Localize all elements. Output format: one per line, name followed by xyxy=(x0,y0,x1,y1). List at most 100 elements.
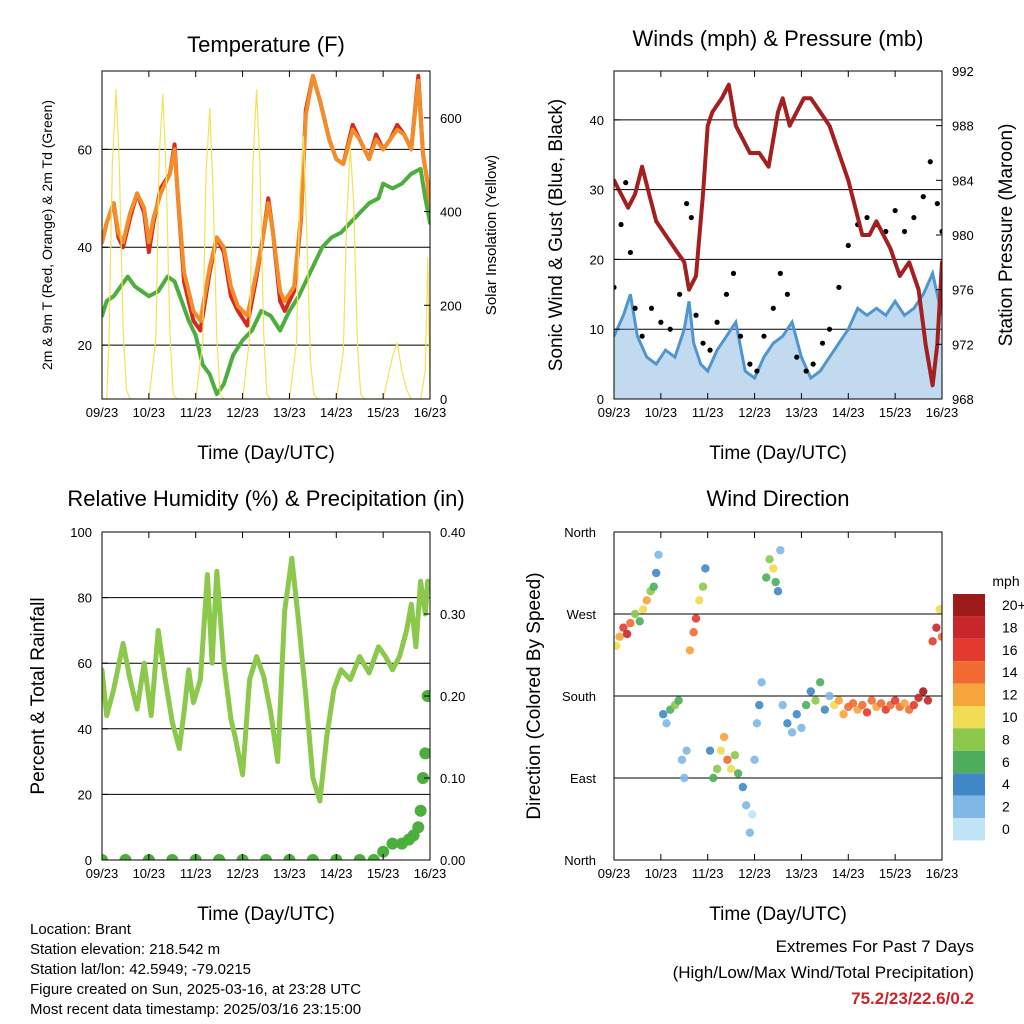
series-gust-point xyxy=(632,305,638,311)
direction-point xyxy=(689,628,698,637)
chart-title: Temperature (F) xyxy=(187,32,345,57)
series-precip-point xyxy=(377,845,390,858)
y-tick-label: 30 xyxy=(590,183,604,198)
legend-label: 2 xyxy=(1002,799,1010,815)
y-tick-label: 60 xyxy=(78,142,92,157)
y-tick-label: 0 xyxy=(597,392,604,407)
y-tick-label: 20 xyxy=(590,252,604,267)
x-tick-label: 09/23 xyxy=(86,866,119,881)
legend-label: 18 xyxy=(1002,619,1018,635)
plot-area xyxy=(102,73,430,399)
plot-frame xyxy=(101,70,431,400)
series-precip-point xyxy=(416,772,429,784)
legend-label: 8 xyxy=(1002,731,1010,747)
x-tick-label: 14/23 xyxy=(320,866,353,881)
x-tick-label: 13/23 xyxy=(273,405,306,420)
x-tick-label: 14/23 xyxy=(832,405,865,420)
legend-swatch xyxy=(953,795,985,818)
direction-point xyxy=(691,614,701,623)
direction-point xyxy=(787,728,797,737)
direction-point xyxy=(801,700,811,710)
y-right-tick-label: 992 xyxy=(952,64,974,79)
y-right-tick-label: 0.10 xyxy=(440,771,465,786)
y-right-tick-label: 400 xyxy=(440,205,462,220)
y-axis-label: Sonic Wind & Gust (Blue, Black) xyxy=(546,99,567,371)
x-tick-label: 09/23 xyxy=(86,405,119,420)
series-gust-point xyxy=(639,333,645,339)
legend-swatch xyxy=(953,683,985,706)
direction-point xyxy=(622,629,632,639)
plot-area xyxy=(614,546,942,837)
y-right-tick-label: 0.30 xyxy=(440,607,465,622)
direction-point xyxy=(680,773,689,783)
chart-title: Relative Humidity (%) & Precipitation (i… xyxy=(67,486,464,511)
direction-point xyxy=(811,696,820,705)
y-right-axis-label: Station Pressure (Maroon) xyxy=(996,124,1017,347)
direction-point xyxy=(834,696,844,705)
data-timestamp: Most recent data timestamp: 2025/03/16 2… xyxy=(30,1001,362,1018)
speed-legend: mph 20+ 18 16 14 12 10 8 6 4 2 0 xyxy=(953,573,1024,841)
y-right-tick-label: 0.00 xyxy=(440,853,465,868)
series-gust-point xyxy=(677,291,683,297)
y-right-axis-label: Solar Insolation (Yellow) xyxy=(483,155,500,315)
direction-point xyxy=(935,605,942,614)
station-elevation: Station elevation: 218.542 m xyxy=(30,941,221,958)
series-precip-point xyxy=(166,854,179,860)
y-tick-label: 60 xyxy=(78,656,92,671)
direction-point xyxy=(705,746,715,755)
series-gust-point xyxy=(688,214,694,221)
y-tick-label: North xyxy=(564,853,596,868)
panel-temperature: 09/23 10/23 11/23 12/23 13/23 14/23 15/23 16/23… xyxy=(39,32,500,464)
direction-point xyxy=(677,755,687,764)
series-wind-line xyxy=(614,268,942,381)
series-t9m-line xyxy=(102,73,430,323)
direction-point xyxy=(662,719,671,728)
x-tick-label: 11/23 xyxy=(180,405,212,420)
x-tick-label: 12/23 xyxy=(738,405,771,420)
x-tick-label: 16/23 xyxy=(414,866,447,881)
series-gust-point xyxy=(901,228,908,235)
y-tick-label: South xyxy=(562,689,596,704)
x-tick-label: 12/23 xyxy=(738,866,771,881)
direction-point xyxy=(776,546,785,555)
direction-point xyxy=(825,691,834,701)
extremes-title: Extremes For Past 7 Days xyxy=(775,937,974,956)
legend-swatch xyxy=(953,594,985,617)
x-tick-label: 09/23 xyxy=(598,405,631,420)
legend-label: 4 xyxy=(1002,776,1010,792)
x-tick-label: 10/23 xyxy=(133,866,166,881)
direction-point xyxy=(748,810,757,819)
direction-point xyxy=(716,746,726,755)
series-pressure-line xyxy=(614,82,942,388)
y-axis-label: Percent & Total Rainfall xyxy=(28,597,49,794)
series-gust-point xyxy=(754,368,760,374)
direction-point xyxy=(649,582,659,591)
series-gust-point xyxy=(770,305,776,311)
direction-point xyxy=(614,641,621,651)
direction-point xyxy=(797,723,806,733)
direction-point xyxy=(769,564,778,573)
direction-point xyxy=(638,605,648,614)
series-solar-line xyxy=(102,89,430,399)
direction-point xyxy=(654,550,663,559)
legend-swatch xyxy=(953,706,985,729)
series-gust-point xyxy=(618,221,624,228)
direction-point xyxy=(698,582,708,591)
direction-point xyxy=(757,678,766,687)
series-rh-line xyxy=(102,555,430,804)
series-precip-point xyxy=(353,854,366,860)
series-gust-point xyxy=(803,368,809,374)
series-precip-point xyxy=(260,854,272,860)
chart-title: Winds (mph) & Pressure (mb) xyxy=(633,26,924,51)
series-precip-point xyxy=(419,747,430,760)
x-tick-label: 16/23 xyxy=(926,866,959,881)
direction-point xyxy=(900,699,909,708)
y-right-tick-label: 980 xyxy=(952,228,974,243)
series-gust-point xyxy=(693,312,699,318)
direction-point xyxy=(709,773,718,783)
direction-point xyxy=(685,646,695,655)
direction-point xyxy=(778,700,787,710)
x-tick-label: 15/23 xyxy=(879,866,912,881)
direction-point xyxy=(928,637,937,646)
direction-point xyxy=(839,710,848,719)
